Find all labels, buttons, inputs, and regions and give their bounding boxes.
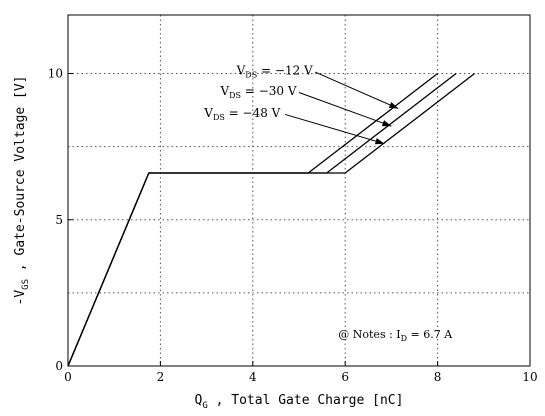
x-tick-label: 4	[249, 370, 257, 384]
annotation-main: V	[203, 106, 213, 120]
annotation-arrowhead-2	[381, 120, 392, 127]
series-annotation-label-2: VDS = −30 V	[219, 84, 296, 100]
tick-labels: 0 2 4 6 8 10 0 5 10	[48, 67, 538, 385]
annotation-rest: = −12 V	[257, 64, 313, 78]
x-tick-label: 8	[434, 370, 442, 384]
series-annotation-label-3: VDS = −48 V	[203, 106, 280, 122]
notes-annotation: @ Notes : ID = 6.7 A	[338, 328, 453, 343]
y-tick-label: 0	[55, 359, 63, 373]
x-axis-label: QG , Total Gate Charge [nC]	[195, 393, 404, 411]
annotation-rest: = −48 V	[225, 106, 281, 120]
x-tick-label: 2	[157, 370, 165, 384]
annotation-sub: DS	[245, 71, 257, 80]
plot-frame	[67, 14, 531, 367]
x-tick-label: 10	[522, 370, 537, 384]
series-annotation-label-1: VDS = −12 V	[236, 64, 313, 80]
annotation-main: V	[219, 84, 229, 98]
x-axis-label-main: Q	[195, 393, 203, 408]
notes-prefix: @ Notes : I	[338, 328, 400, 341]
annotation-arrow-2	[298, 92, 392, 127]
x-tick-label: 6	[341, 370, 349, 384]
y-axis-label: -VGS , Gate-Source Voltage [V]	[13, 76, 31, 306]
series-line-3	[67, 72, 475, 367]
annotation-main: V	[236, 64, 246, 78]
annotation-arrow-3	[284, 113, 385, 145]
annotation-sub: DS	[229, 91, 241, 100]
annotation-arrowhead-3	[374, 138, 385, 145]
annotation-arrow-1	[314, 71, 399, 110]
annotation-sub: DS	[213, 113, 225, 122]
x-axis-label-rest: , Total Gate Charge [nC]	[208, 393, 404, 408]
y-tick-label: 5	[55, 213, 63, 227]
annotation-arrowhead-1	[388, 102, 399, 109]
y-axis-label-sub: GS	[21, 279, 31, 290]
series-group	[67, 72, 475, 367]
y-axis-label-rest: , Gate-Source Voltage [V]	[13, 76, 28, 280]
notes-rest: = 6.7 A	[407, 328, 453, 341]
x-tick-label: 0	[64, 370, 72, 384]
notes-sub: D	[401, 334, 407, 343]
annotation-rest: = −30 V	[241, 84, 297, 98]
x-axis-label-sub: G	[202, 401, 207, 411]
y-tick-label: 10	[48, 67, 63, 81]
y-axis-label-main: -V	[13, 290, 28, 306]
